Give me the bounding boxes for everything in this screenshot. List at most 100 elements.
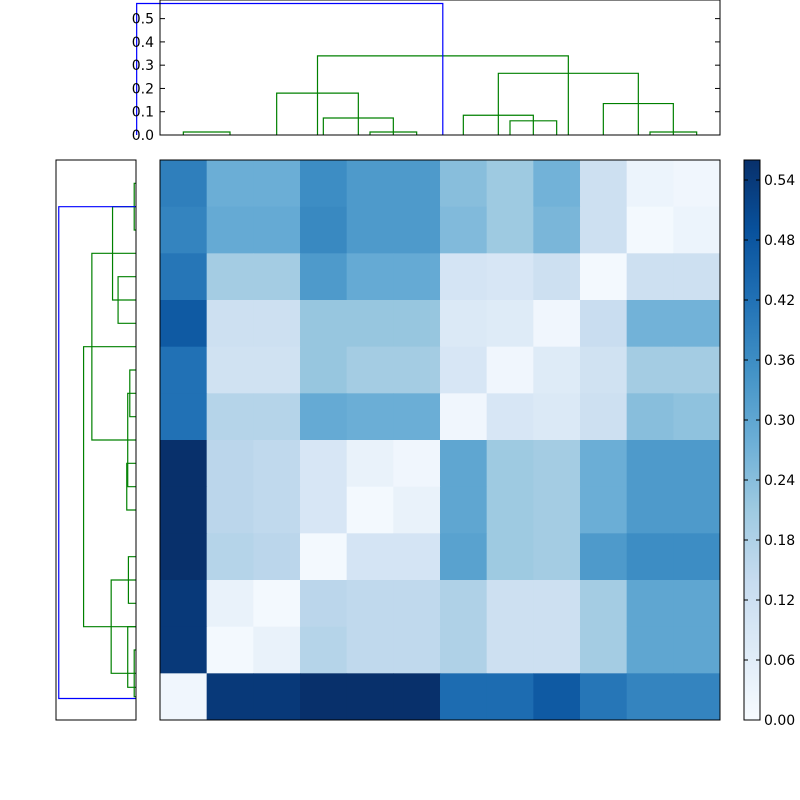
top-dendrogram-frame	[159, 0, 721, 136]
heatmap-cell	[533, 346, 581, 394]
heatmap-cell	[673, 533, 721, 581]
top-dendrogram-y-axis: 0.0 0.1 0.2 0.3 0.4 0.5	[132, 12, 720, 144]
heatmap-cell	[253, 486, 301, 534]
heatmap-cell	[346, 626, 394, 674]
heatmap-cell	[626, 626, 674, 674]
heatmap-cell	[393, 533, 441, 581]
top-dendrogram-tick-label: 0.2	[132, 81, 154, 97]
heatmap-cell	[673, 440, 721, 488]
heatmap-cell	[160, 253, 208, 301]
heatmap-cell	[580, 533, 628, 581]
heatmap-cell	[300, 673, 348, 721]
heatmap-cell	[533, 533, 581, 581]
heatmap-cell	[206, 626, 254, 674]
heatmap-cell	[533, 206, 581, 254]
heatmap-cell	[393, 206, 441, 254]
heatmap-cell	[486, 580, 534, 628]
heatmap-cell	[626, 486, 674, 534]
heatmap-cell	[486, 626, 534, 674]
heatmap-cell	[626, 440, 674, 488]
heatmap-cell	[206, 206, 254, 254]
heatmap-cell	[626, 346, 674, 394]
heatmap-cell	[346, 206, 394, 254]
colorbar-tick-label: 0.42	[764, 293, 795, 309]
heatmap-cell	[160, 160, 208, 208]
heatmap-cell	[440, 673, 488, 721]
heatmap-cell	[580, 253, 628, 301]
heatmap-cell	[533, 673, 581, 721]
heatmap-cell	[440, 486, 488, 534]
heatmap-cell	[673, 206, 721, 254]
heatmap-cell	[393, 580, 441, 628]
heatmap-cell	[580, 626, 628, 674]
heatmap-cell	[533, 580, 581, 628]
heatmap-cell	[580, 440, 628, 488]
top-dendrogram-tick-label: 0.4	[132, 35, 154, 51]
heatmap-cell	[160, 533, 208, 581]
heatmap-cell	[580, 346, 628, 394]
heatmap-cell	[160, 300, 208, 348]
colorbar-tick-label: 0.36	[764, 353, 795, 369]
heatmap-cell	[206, 300, 254, 348]
colorbar-tick-label: 0.18	[764, 533, 795, 549]
heatmap-cell	[626, 673, 674, 721]
heatmap-cell	[580, 206, 628, 254]
left-dendrogram-link	[58, 206, 136, 700]
heatmap-cell	[486, 533, 534, 581]
heatmap-cell	[393, 673, 441, 721]
top-dendrogram-tick-label: 0.0	[132, 128, 154, 144]
heatmap-cell	[626, 580, 674, 628]
heatmap-cell	[673, 580, 721, 628]
heatmap-cell	[580, 580, 628, 628]
heatmap-cell	[486, 346, 534, 394]
heatmap-cell	[393, 626, 441, 674]
heatmap-cell	[673, 393, 721, 441]
heatmap-cell	[580, 393, 628, 441]
colorbar-tick-label: 0.48	[764, 233, 795, 249]
heatmap-cell	[440, 626, 488, 674]
heatmap-cell	[160, 486, 208, 534]
heatmap-cell	[300, 160, 348, 208]
heatmap-cell	[300, 253, 348, 301]
heatmap-cell	[346, 580, 394, 628]
heatmap-cell	[253, 440, 301, 488]
heatmap-cell	[253, 300, 301, 348]
heatmap	[160, 160, 721, 721]
heatmap-cell	[160, 580, 208, 628]
heatmap-cell	[346, 253, 394, 301]
heatmap-cell	[393, 346, 441, 394]
heatmap-cell	[346, 393, 394, 441]
heatmap-cell	[206, 440, 254, 488]
heatmap-cell	[206, 393, 254, 441]
heatmap-cell	[440, 580, 488, 628]
heatmap-cell	[486, 206, 534, 254]
heatmap-cell	[300, 346, 348, 394]
colorbar-tick-label: 0.30	[764, 413, 795, 429]
heatmap-cell	[160, 393, 208, 441]
heatmap-cell	[673, 673, 721, 721]
heatmap-cell	[206, 346, 254, 394]
heatmap-cell	[253, 206, 301, 254]
heatmap-cell	[673, 253, 721, 301]
heatmap-cell	[440, 160, 488, 208]
heatmap-cell	[486, 160, 534, 208]
heatmap-cell	[393, 160, 441, 208]
heatmap-cell	[626, 300, 674, 348]
heatmap-cell	[673, 626, 721, 674]
heatmap-cell	[300, 533, 348, 581]
heatmap-cell	[300, 300, 348, 348]
heatmap-cell	[253, 253, 301, 301]
heatmap-cell	[673, 300, 721, 348]
left-dendrogram	[58, 182, 136, 700]
heatmap-cell	[253, 580, 301, 628]
left-dendrogram-link	[82, 346, 136, 628]
heatmap-cell	[160, 440, 208, 488]
heatmap-cell	[206, 580, 254, 628]
heatmap-cell	[486, 300, 534, 348]
heatmap-cell	[160, 626, 208, 674]
heatmap-cell	[206, 253, 254, 301]
colorbar-tick-label: 0.12	[764, 593, 795, 609]
heatmap-cell	[206, 160, 254, 208]
top-dendrogram	[136, 2, 698, 135]
